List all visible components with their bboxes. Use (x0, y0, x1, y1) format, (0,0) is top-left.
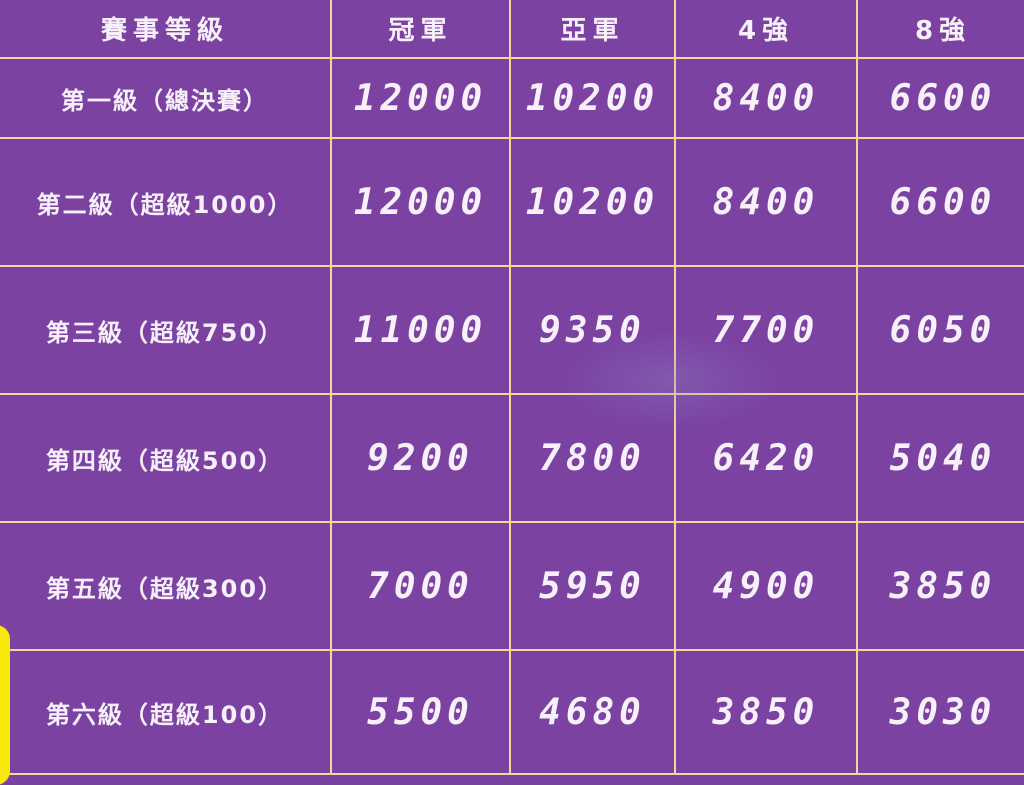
header-row: 賽事等級 冠軍 亞軍 4強 8強 (0, 0, 1024, 59)
header-level: 賽事等級 (0, 0, 332, 59)
header-semifinal: 4強 (674, 0, 858, 59)
value-cell: 8400 (674, 57, 858, 139)
level-cell: 第三級（超級750） (0, 265, 332, 395)
table-row: 第六級（超級100） 5500 4680 3850 3030 (0, 649, 1024, 775)
header-quarterfinal: 8強 (856, 0, 1024, 59)
yellow-edge-decoration (0, 625, 10, 785)
value-cell: 12000 (330, 137, 511, 267)
value-cell: 4900 (674, 521, 858, 651)
table-row: 第三級（超級750） 11000 9350 7700 6050 (0, 265, 1024, 395)
value-cell: 5950 (509, 521, 676, 651)
level-cell: 第六級（超級100） (0, 649, 332, 775)
value-cell: 7000 (330, 521, 511, 651)
value-cell: 8400 (674, 137, 858, 267)
value-cell: 10200 (509, 57, 676, 139)
value-cell: 7700 (674, 265, 858, 395)
header-champion: 冠軍 (330, 0, 511, 59)
value-cell: 6050 (856, 265, 1024, 395)
value-cell: 6420 (674, 393, 858, 523)
value-cell: 5500 (330, 649, 511, 775)
value-cell: 12000 (330, 57, 511, 139)
table-row: 第四級（超級500） 9200 7800 6420 5040 (0, 393, 1024, 523)
value-cell: 6600 (856, 57, 1024, 139)
level-cell: 第二級（超級1000） (0, 137, 332, 267)
value-cell: 3030 (856, 649, 1024, 775)
level-cell: 第五級（超級300） (0, 521, 332, 651)
value-cell: 4680 (509, 649, 676, 775)
table-row: 第五級（超級300） 7000 5950 4900 3850 (0, 521, 1024, 651)
level-cell: 第一級（總決賽） (0, 57, 332, 139)
value-cell: 7800 (509, 393, 676, 523)
value-cell: 11000 (330, 265, 511, 395)
value-cell: 6600 (856, 137, 1024, 267)
value-cell: 9200 (330, 393, 511, 523)
table-row: 第二級（超級1000） 12000 10200 8400 6600 (0, 137, 1024, 267)
level-cell: 第四級（超級500） (0, 393, 332, 523)
value-cell: 10200 (509, 137, 676, 267)
value-cell: 3850 (856, 521, 1024, 651)
table-row: 第一級（總決賽） 12000 10200 8400 6600 (0, 57, 1024, 139)
value-cell: 5040 (856, 393, 1024, 523)
value-cell: 9350 (509, 265, 676, 395)
value-cell: 3850 (674, 649, 858, 775)
header-runner-up: 亞軍 (509, 0, 676, 59)
